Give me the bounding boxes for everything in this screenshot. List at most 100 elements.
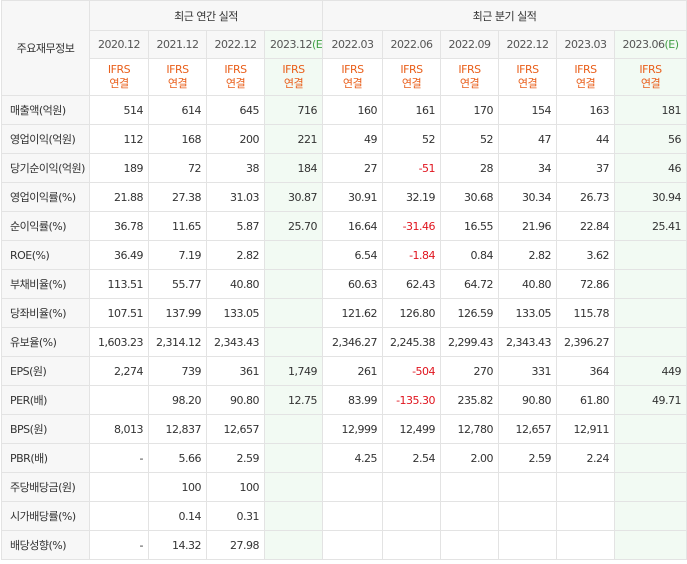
period-label: 2023.12 — [270, 38, 313, 51]
table-cell: 30.68 — [440, 182, 500, 212]
table-cell — [263, 240, 324, 270]
ifrs-consolidated: 연결 — [109, 77, 129, 90]
period-header: 2020.12 — [89, 30, 149, 59]
ifrs-standard: IFRS — [282, 63, 305, 76]
corner-label: 주요재무정보 — [1, 0, 90, 96]
estimate-mark: (E) — [312, 38, 323, 51]
table-cell: 16.55 — [440, 211, 500, 241]
ifrs-basis-label: IFRS 연결 — [263, 58, 324, 96]
table-cell — [614, 472, 687, 502]
table-cell: 62.43 — [382, 269, 442, 299]
row-label: PER(배) — [1, 385, 90, 415]
ifrs-basis-label: IFRS 연결 — [382, 58, 442, 96]
table-cell — [614, 443, 687, 473]
table-cell: 270 — [440, 356, 500, 386]
table-cell: 11.65 — [148, 211, 207, 241]
period-label: 2022.12 — [214, 38, 258, 51]
table-cell: 30.34 — [498, 182, 558, 212]
table-cell: 14.32 — [148, 530, 207, 560]
row-label: 주당배당금(원) — [1, 472, 90, 502]
table-cell — [440, 530, 500, 560]
table-cell — [263, 530, 324, 560]
table-cell: 221 — [263, 124, 324, 154]
table-cell — [498, 530, 558, 560]
table-cell: 49.71 — [614, 385, 687, 415]
period-label: 2023.03 — [564, 38, 608, 51]
table-cell: 22.84 — [556, 211, 616, 241]
period-label: 2022.06 — [390, 38, 434, 51]
table-cell: 0.31 — [206, 501, 265, 531]
ifrs-standard: IFRS — [458, 63, 481, 76]
period-header: 2022.09 — [440, 30, 500, 59]
table-cell: 154 — [498, 95, 558, 125]
period-header: 2022.06 — [382, 30, 442, 59]
row-label: 매출액(억원) — [1, 95, 90, 125]
table-cell: -504 — [382, 356, 442, 386]
row-label: 영업이익(억원) — [1, 124, 90, 154]
row-label: 배당성향(%) — [1, 530, 90, 560]
period-label: 2021.12 — [156, 38, 200, 51]
table-cell: 12,780 — [440, 414, 500, 444]
ifrs-standard: IFRS — [516, 63, 539, 76]
ifrs-consolidated: 연결 — [225, 77, 246, 90]
table-cell: 126.59 — [440, 298, 500, 328]
ifrs-basis-label: IFRS 연결 — [322, 58, 384, 96]
table-cell: 1,603.23 — [89, 327, 149, 357]
table-cell — [498, 472, 558, 502]
table-cell — [322, 472, 384, 502]
table-cell: 2.82 — [206, 240, 265, 270]
period-header: 2023.12(E) — [263, 30, 324, 59]
table-cell: 5.66 — [148, 443, 207, 473]
table-cell — [440, 501, 500, 531]
table-cell: 28 — [440, 153, 500, 183]
period-label: 2020.12 — [98, 38, 141, 51]
row-label: BPS(원) — [1, 414, 90, 444]
period-label: 2023.06 — [622, 38, 666, 51]
table-cell: 2,274 — [89, 356, 149, 386]
table-cell — [263, 298, 324, 328]
table-cell: 34 — [498, 153, 558, 183]
table-cell — [614, 530, 687, 560]
table-cell: 170 — [440, 95, 500, 125]
table-cell: 52 — [382, 124, 442, 154]
table-cell: 16.64 — [322, 211, 384, 241]
table-cell: 100 — [148, 472, 207, 502]
table-cell: 7.19 — [148, 240, 207, 270]
row-label: EPS(원) — [1, 356, 90, 386]
ifrs-basis-label: IFRS 연결 — [89, 58, 149, 96]
table-cell: 12,911 — [556, 414, 616, 444]
table-cell: 645 — [206, 95, 265, 125]
table-cell: 514 — [89, 95, 149, 125]
table-cell: 184 — [263, 153, 324, 183]
table-cell — [322, 501, 384, 531]
period-label: 2022.03 — [331, 38, 375, 51]
period-label: 2022.12 — [506, 38, 550, 51]
table-cell: 181 — [614, 95, 687, 125]
ifrs-basis-label: IFRS 연결 — [614, 58, 687, 96]
table-cell: 72.86 — [556, 269, 616, 299]
table-row: EPS(원) 2,274 739 361 1,749 261 -504 270 331 364 44… — [1, 356, 687, 386]
table-cell: 0.14 — [148, 501, 207, 531]
table-row: 주당배당금(원) 100 100 — [1, 472, 687, 502]
table-cell: 5.87 — [206, 211, 265, 241]
period-header: 2023.06(E) — [614, 30, 687, 59]
annual-group-header: 최근 연간 실적 — [88, 0, 324, 31]
table-cell: 21.96 — [498, 211, 558, 241]
table-cell: 30.94 — [614, 182, 687, 212]
table-cell: 55.77 — [148, 269, 207, 299]
table-cell — [382, 501, 442, 531]
table-cell — [614, 298, 687, 328]
table-cell — [263, 443, 324, 473]
ifrs-basis-label: IFRS 연결 — [148, 58, 207, 96]
ifrs-standard: IFRS — [341, 63, 364, 76]
period-header: 2021.12 — [148, 30, 207, 59]
table-cell: 168 — [148, 124, 207, 154]
ifrs-basis-label: IFRS 연결 — [440, 58, 500, 96]
row-label: 영업이익률(%) — [1, 182, 90, 212]
table-cell: 46 — [614, 153, 687, 183]
table-body: 매출액(억원) 514 614 645 716 160 161 170 154 163 181 영업이… — [1, 95, 687, 560]
row-label: 순이익률(%) — [1, 211, 90, 241]
table-row: 당기순이익(억원) 189 72 38 184 27 -51 28 34 37 46 — [1, 153, 687, 183]
table-cell: 361 — [206, 356, 265, 386]
table-row: 유보율(%) 1,603.23 2,314.12 2,343.43 2,346.27 2,… — [1, 327, 687, 357]
